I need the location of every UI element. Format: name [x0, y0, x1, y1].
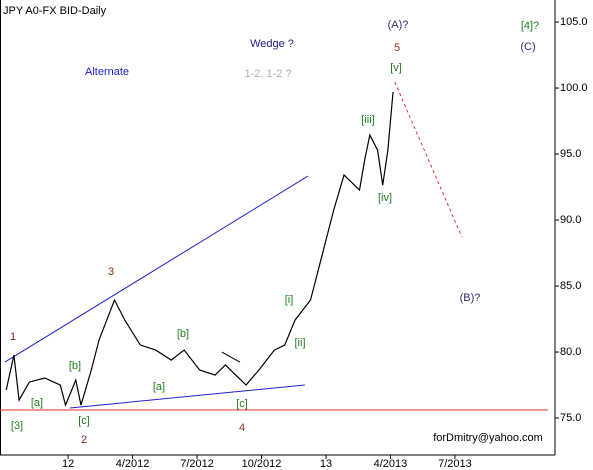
- annotation: (C): [520, 41, 535, 53]
- x-tick-label: 7/2012: [180, 458, 214, 470]
- x-tick-label: 10/2012: [242, 458, 282, 470]
- annotation: 2: [81, 434, 87, 446]
- annotation: [b]: [177, 328, 189, 340]
- annotation: [a]: [153, 381, 165, 393]
- trendline: [221, 351, 241, 363]
- annotation: [ii]: [295, 337, 306, 349]
- x-tick-label: 12: [62, 458, 74, 470]
- annotation: [c]: [236, 398, 248, 410]
- x-tick-label: 13: [320, 458, 332, 470]
- y-tick-label: 80.0: [560, 346, 581, 358]
- y-tick-label: 105.0: [560, 16, 588, 28]
- y-tick-label: 95.0: [560, 148, 581, 160]
- annotation: [iv]: [378, 192, 392, 204]
- y-tick-label: 75.0: [560, 412, 581, 424]
- annotation: 1-2, 1-2 ?: [244, 68, 291, 80]
- x-tick-label: 7/2013: [438, 458, 472, 470]
- annotation: [c]: [78, 415, 90, 427]
- y-tick-label: 85.0: [560, 280, 581, 292]
- annotation: Alternate: [85, 66, 129, 78]
- annotation: [b]: [69, 360, 81, 372]
- trendline: [394, 81, 463, 238]
- annotation: forDmitry@yahoo.com: [433, 432, 543, 444]
- annotation: 4: [239, 422, 245, 434]
- annotation: [iii]: [361, 114, 374, 126]
- y-tick-label: 90.0: [560, 214, 581, 226]
- annotation: 3: [108, 266, 114, 278]
- trendline: [69, 384, 305, 409]
- y-tick-label: 100.0: [560, 82, 588, 94]
- annotation: Wedge ?: [250, 38, 294, 50]
- annotation: (B)?: [460, 292, 481, 304]
- price-line: [5, 91, 394, 408]
- annotation: [4]?: [521, 20, 539, 32]
- annotation: [v]: [390, 62, 402, 74]
- x-tick-label: 4/2013: [374, 458, 408, 470]
- trendline: [4, 175, 309, 363]
- annotation: [i]: [285, 294, 294, 306]
- annotation: 5: [394, 42, 400, 54]
- annotation: [3]: [11, 420, 23, 432]
- annotation: (A)?: [388, 19, 409, 31]
- annotation: 1: [10, 331, 16, 343]
- x-tick-label: 4/2012: [116, 458, 150, 470]
- annotation: [a]: [31, 397, 43, 409]
- chart-title: JPY A0-FX BID-Daily: [3, 5, 107, 17]
